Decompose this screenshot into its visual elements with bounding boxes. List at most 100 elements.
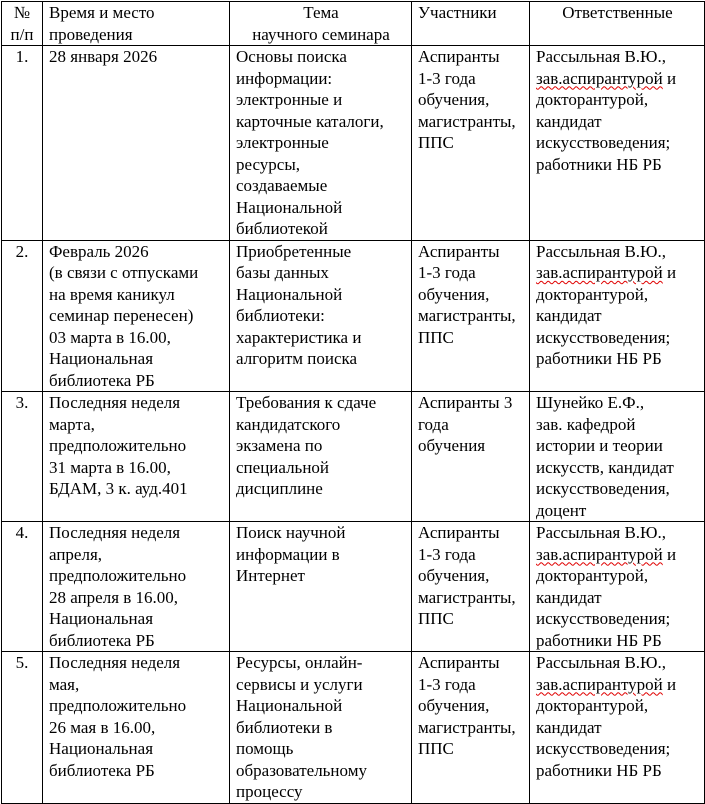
cell-line: искусствоведения; — [536, 327, 671, 347]
cell-line: 2. — [15, 241, 29, 261]
cell-line: семинар перенесен) — [49, 306, 194, 325]
cell-line: 31 марта в 16.00, — [49, 457, 171, 477]
cell-number: 3. — [1, 391, 43, 522]
cell-line: Февраль 2026 — [49, 241, 149, 261]
cell-line: работники НБ РБ — [536, 349, 662, 368]
cell-line: зав.аспирантурой и — [536, 674, 677, 694]
spellcheck-underlined-word: зав.аспирантурой — [536, 68, 663, 88]
cell-line: магистранты, — [418, 306, 516, 325]
cell-line: кандидат — [536, 717, 602, 737]
cell-line: Аспиранты 3 — [418, 393, 513, 412]
cell-line: докторантурой, — [536, 696, 649, 715]
cell-participants: Аспиранты 1-3 года обучения, магистранты, ПП… — [411, 651, 530, 804]
cell-line: ППС — [418, 609, 454, 628]
cell-line: экзамена по — [236, 436, 323, 455]
table-row: 3. Последняя неделя марта, предположительно… — [1, 391, 705, 522]
cell-line: предположительно — [49, 696, 187, 715]
cell-line: обучения, — [418, 696, 490, 715]
cell-line: Последняя неделя — [49, 523, 181, 542]
cell-line: Национальной — [236, 284, 343, 304]
header-cell-date-place: Время и место проведения — [42, 1, 230, 46]
cell-line: 4. — [15, 523, 29, 542]
spellcheck-underlined-word: зав.аспирантурой — [536, 674, 663, 694]
cell-line: информации: — [236, 68, 333, 88]
cell-line: 1-3 года — [418, 263, 476, 282]
table-row: 4. Последняя неделя апреля, предположительн… — [1, 521, 705, 652]
cell-line: Тема — [303, 3, 339, 22]
cell-line: года — [418, 414, 449, 434]
cell-responsible: Рассыльная В.Ю., зав.аспирантурой и доктор… — [529, 651, 705, 804]
cell-line: зав.аспирантурой и — [536, 544, 677, 564]
cell-line: Последняя неделя — [49, 653, 181, 672]
cell-line: электронные и — [236, 90, 343, 109]
cell-line: п/п — [10, 24, 34, 44]
cell-line: ресурсы, — [236, 154, 301, 174]
cell-line: докторантурой, — [536, 566, 649, 585]
cell-topic: Требования к сдаче кандидатского экзамена … — [229, 391, 412, 522]
cell-participants: Аспиранты 1-3 года обучения, магистранты, ПП… — [411, 239, 530, 392]
cell-line: 1-3 года — [418, 68, 476, 88]
cell-line: 26 мая в 16.00, — [49, 717, 156, 737]
cell-line: кандидатского — [236, 414, 341, 434]
cell-line: процессу — [236, 782, 303, 801]
cell-line: искусствоведения; — [536, 609, 671, 628]
header-cell-topic: Тема научного семинара — [229, 1, 412, 46]
cell-line: Последняя неделя — [49, 393, 181, 412]
cell-line: обучения, — [418, 566, 490, 585]
cell-line: библиотеки в — [236, 717, 333, 737]
cell-line: сервисы и услуги — [236, 674, 363, 694]
cell-line: Национальная — [49, 349, 154, 368]
cell-participants: Аспиранты 1-3 года обучения, магистранты, ПП… — [411, 521, 530, 652]
cell-number: 1. — [1, 45, 43, 241]
cell-participants: Аспиранты 1-3 года обучения, магистранты, ПП… — [411, 45, 530, 241]
cell-line: 3. — [15, 393, 29, 412]
cell-line: Аспиранты — [418, 653, 500, 672]
cell-line: Аспиранты — [418, 523, 500, 542]
cell-line: искусствоведения; — [536, 739, 671, 758]
cell-line: обучения, — [418, 90, 490, 109]
cell-line: дисциплине — [236, 479, 323, 498]
cell-line: зав.аспирантурой и — [536, 263, 677, 282]
cell-line: № — [13, 3, 31, 22]
cell-line: апреля, — [49, 544, 103, 564]
cell-date-place: Последняя неделя марта, предположительно 31… — [42, 391, 230, 522]
cell-line: Поиск научной — [236, 523, 346, 542]
cell-date-place: Последняя неделя мая, предположительно 26 м… — [42, 651, 230, 804]
cell-line: Рассыльная В.Ю., — [536, 47, 667, 66]
cell-line: искусствоведения, — [536, 479, 670, 498]
cell-line: Шунейко Е.Ф., — [536, 393, 645, 412]
cell-line: 28 января 2026 — [49, 47, 158, 66]
cell-line: создаваемые — [236, 176, 328, 195]
cell-line: ППС — [418, 739, 454, 758]
cell-line: помощь — [236, 739, 294, 758]
header-cell-participants: Участники — [411, 1, 530, 46]
cell-line: 5. — [15, 653, 29, 672]
cell-date-place: Февраль 2026 (в связи с отпусками на время… — [42, 239, 230, 392]
cell-line: Участники — [418, 3, 497, 22]
cell-topic: Приобретенные базы данных Национальной библ… — [229, 239, 412, 392]
cell-line: Интернет — [236, 566, 305, 585]
cell-line: Приобретенные — [236, 241, 352, 261]
cell-line: работники НБ РБ — [536, 630, 662, 650]
cell-line: Требования к сдаче — [236, 393, 377, 412]
cell-line: Национальная — [49, 609, 154, 628]
cell-line: мая, — [49, 674, 80, 694]
table-row: 2. Февраль 2026 (в связи с отпусками на вре… — [1, 239, 705, 392]
spellcheck-underlined-word: зав.аспирантурой — [536, 263, 663, 282]
cell-line: (в связи с отпусками — [49, 263, 199, 282]
cell-line: на время каникул — [49, 284, 175, 304]
cell-line: магистранты, — [418, 587, 516, 607]
cell-line: Рассыльная В.Ю., — [536, 653, 667, 672]
cell-line: Ресурсы, онлайн- — [236, 653, 363, 672]
cell-line: обучения — [418, 436, 486, 455]
cell-line: марта, — [49, 414, 95, 434]
cell-line: Рассыльная В.Ю., — [536, 241, 667, 261]
cell-line: истории и теории — [536, 436, 663, 455]
cell-line: Национальной — [236, 197, 343, 217]
cell-line: доцент — [536, 500, 587, 520]
cell-line: кандидат — [536, 111, 602, 131]
cell-line: ППС — [418, 327, 454, 347]
header-row: № п/п Время и место проведения Тема научного … — [1, 1, 705, 46]
cell-line: кандидат — [536, 306, 602, 325]
cell-line: магистранты, — [418, 717, 516, 737]
